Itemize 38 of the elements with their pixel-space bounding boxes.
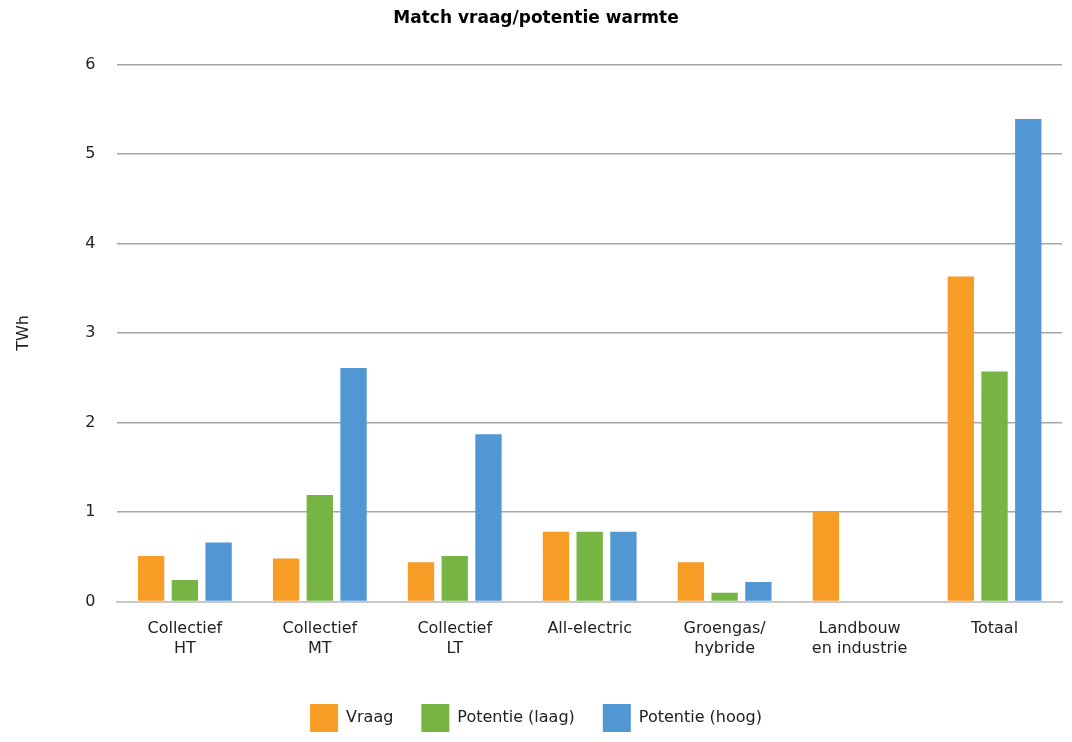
bar [610,531,637,601]
bar [711,592,738,601]
bar [441,555,468,601]
x-tick-label: Collectief MT [282,618,358,657]
bar [812,512,839,601]
bar [171,580,199,601]
bar [272,558,300,601]
x-tick-label: Totaal [969,618,1019,638]
x-tick-label: Collectief HT [147,618,223,657]
x-tick-label: Landbouw en industrie [811,618,908,657]
bar [542,531,570,601]
bar [677,562,705,601]
y-tick-label: 2 [85,411,96,431]
bar [340,367,367,601]
y-axis-title: TWh [12,315,32,352]
bar [1015,119,1042,601]
bar [475,434,502,601]
bar [407,562,435,601]
bar [745,581,772,601]
bar [205,542,232,601]
x-tick-label: All-electric [547,618,633,638]
y-tick-label: 3 [85,322,96,342]
y-tick-label: 6 [85,53,96,73]
chart-title: Match vraag/potentie warmte [393,6,679,27]
bar [576,531,603,601]
legend-label: Potentie (laag) [457,707,575,727]
bar [137,555,165,601]
legend-label: Vraag [346,707,394,727]
y-tick-label: 1 [85,501,96,521]
bar [306,495,333,601]
y-tick-label: 0 [85,590,96,610]
x-tick-label: Groengas/ hybride [683,618,767,657]
bar [981,371,1008,601]
legend-label: Potentie (hoog) [638,707,762,727]
x-tick-label: Collectief LT [417,618,493,657]
y-tick-label: 4 [85,232,96,252]
y-tick-label: 5 [85,143,96,163]
bar [947,276,974,601]
